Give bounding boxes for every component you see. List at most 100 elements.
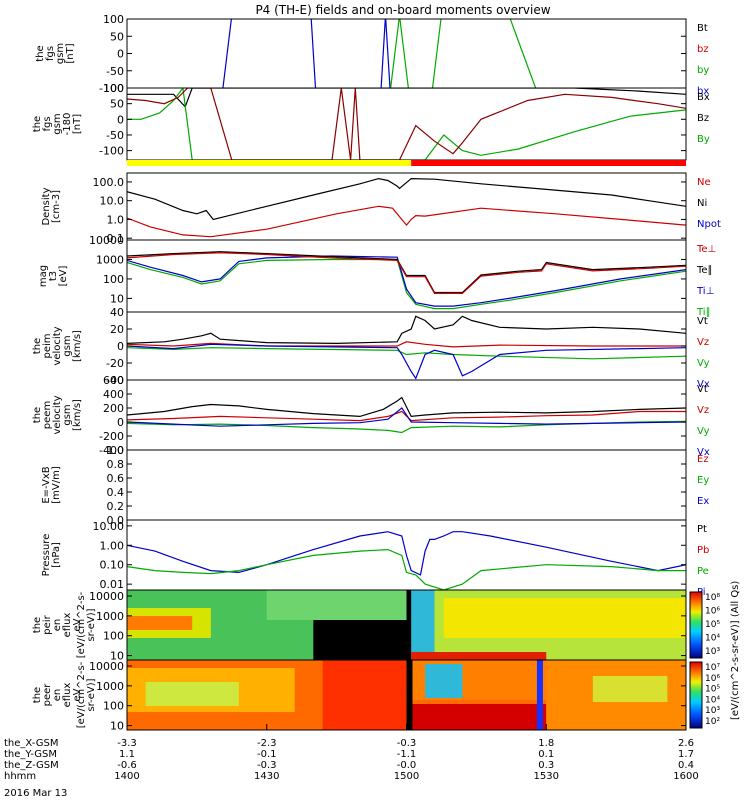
y-tick-label: 10000 [89, 234, 124, 247]
y-axis-label: peer [42, 683, 53, 707]
y-axis-label: the [32, 116, 43, 132]
y-axis-label: [eV] [58, 266, 69, 287]
colorbar-tick-label: 10⁶ [705, 607, 720, 617]
panel-peir-spec: 10000 1000 100 10 the peir en eflux eV[eV/(cm^2-… [32, 589, 687, 663]
x-tick-label: 0.4 [678, 760, 694, 771]
colorbar-tick-label: 10³ [705, 706, 720, 716]
x-tick-label: 1.8 [538, 738, 554, 749]
panel-frame [126, 449, 687, 521]
y-tick-label: -100 [99, 82, 124, 95]
y-tick-label: 1000 [96, 253, 124, 266]
series-Vy [127, 347, 686, 360]
panel-temperature: 10000 1000 100 10 mag t3 [eV] Te⊥ Te∥ Ti⊥ Ti∥ [38, 234, 716, 318]
series-Ti∥ [127, 258, 686, 310]
legend-Vt: Vt [697, 384, 708, 395]
panel-peer-spec: 10000 1000 100 10 the peer en eflux eV[eV/(cm^2-… [32, 659, 687, 733]
series-Ne [127, 205, 686, 238]
y-tick-label: 50 [110, 98, 124, 111]
y-tick-label: 40 [110, 306, 124, 319]
y-tick-label: 0.1 [107, 232, 125, 245]
x-tick-label: 1.1 [119, 749, 135, 760]
y-axis-label: t3 [48, 271, 59, 281]
y-tick-label: 10 [110, 720, 124, 733]
y-tick-label: 0.0 [107, 514, 125, 527]
x-tick-label: -0.0 [397, 760, 417, 771]
legend-Ti⊥: Ti⊥ [696, 286, 714, 297]
y-axis-label: peem [42, 401, 53, 429]
y-tick-label: 100 [103, 82, 124, 95]
colorbar-tick-label: 10⁷ [705, 663, 720, 673]
panel-fgs: 100 50 0 -50 -100 the fgs gsm -180 [nT] Bx Bz By [32, 82, 710, 161]
spectrogram-peir-spec [127, 590, 686, 660]
y-axis-label: sr-eV)] [86, 608, 97, 641]
y-tick-label: 0.4 [107, 486, 125, 499]
y-axis-label: the [32, 338, 43, 354]
legend-Pb: Pb [697, 545, 709, 556]
colorbar-tick-label: 10⁸ [705, 593, 720, 603]
colorbar-tick-label: 10⁴ [705, 634, 720, 644]
y-axis-label: the [35, 45, 46, 61]
y-tick-label: 10 [110, 650, 124, 663]
legend-Te∥: Te∥ [696, 265, 713, 276]
x-tick-label: 2.6 [678, 738, 694, 749]
series-By [127, 88, 686, 160]
colorbar-tick-label: 10⁵ [705, 685, 720, 695]
legend-Pt: Pt [697, 524, 707, 535]
spec-band [425, 664, 463, 698]
y-tick-label: 10.0 [100, 195, 125, 208]
y-axis-label: en [52, 619, 63, 632]
x-tick-label: -0.3 [257, 760, 277, 771]
y-axis-label: fgs [45, 46, 56, 61]
x-tick-label: -2.3 [257, 738, 277, 749]
y-axis-label: the [32, 617, 43, 633]
legend-Npot: Npot [697, 219, 721, 230]
legend-Ne: Ne [697, 177, 711, 188]
y-tick-label: 0 [117, 113, 124, 126]
y-tick-label: -100 [99, 145, 124, 158]
series-Ni [127, 177, 686, 221]
colorbar-label: [eV/(cm^2-s-sr-eV)] (All Qs) [730, 581, 741, 720]
y-tick-label: 20 [110, 323, 124, 336]
legend-Vx: Vx [697, 447, 710, 458]
y-axis-label: en [52, 689, 63, 702]
colorbar-tick-label: 10⁶ [705, 674, 720, 684]
series-Te∥ [127, 251, 686, 294]
y-axis-label: Pressure [41, 534, 52, 577]
y-tick-label: 100 [103, 700, 124, 713]
y-axis-label: the [32, 687, 43, 703]
spec-band [322, 660, 407, 730]
x-tick-label: 1530 [534, 771, 559, 782]
y-tick-label: -200 [99, 430, 124, 443]
legend-Bx: Bx [697, 92, 710, 103]
colorbar-peer-spec [689, 661, 703, 729]
y-axis-label: velocity [52, 326, 63, 365]
series-Vt [127, 315, 686, 345]
legend-Ni: Ni [697, 198, 707, 209]
series-Te⊥ [127, 252, 686, 294]
y-axis-label: mag [38, 265, 49, 287]
y-tick-label: 100 [103, 630, 124, 643]
y-axis-label: [nT] [72, 114, 83, 134]
y-tick-label: 10000 [89, 590, 124, 603]
spec-band [313, 620, 407, 660]
legend-Pe: Pe [697, 566, 709, 577]
legend-Vy: Vy [697, 358, 710, 369]
chart-title: P4 (TH-E) fields and on-board moments ov… [255, 3, 550, 17]
series-Pi [127, 531, 686, 576]
y-axis-label: Density [41, 187, 52, 225]
y-tick-label: 100 [103, 13, 124, 26]
x-tick-label: -0.1 [257, 749, 277, 760]
y-axis-label: gsm [62, 404, 73, 425]
x-tick-label: 1.7 [678, 749, 694, 760]
y-axis-label: [km/s] [72, 399, 83, 431]
colorbar-tick-label: 10⁵ [705, 620, 720, 630]
y-axis-label: peim [42, 333, 53, 358]
y-axis-label: eV [72, 618, 83, 631]
y-tick-label: 1000 [96, 610, 124, 623]
y-axis-label: gsm [62, 335, 73, 356]
y-axis-label: fgs [42, 116, 53, 131]
x-tick-label: -3.3 [117, 738, 137, 749]
